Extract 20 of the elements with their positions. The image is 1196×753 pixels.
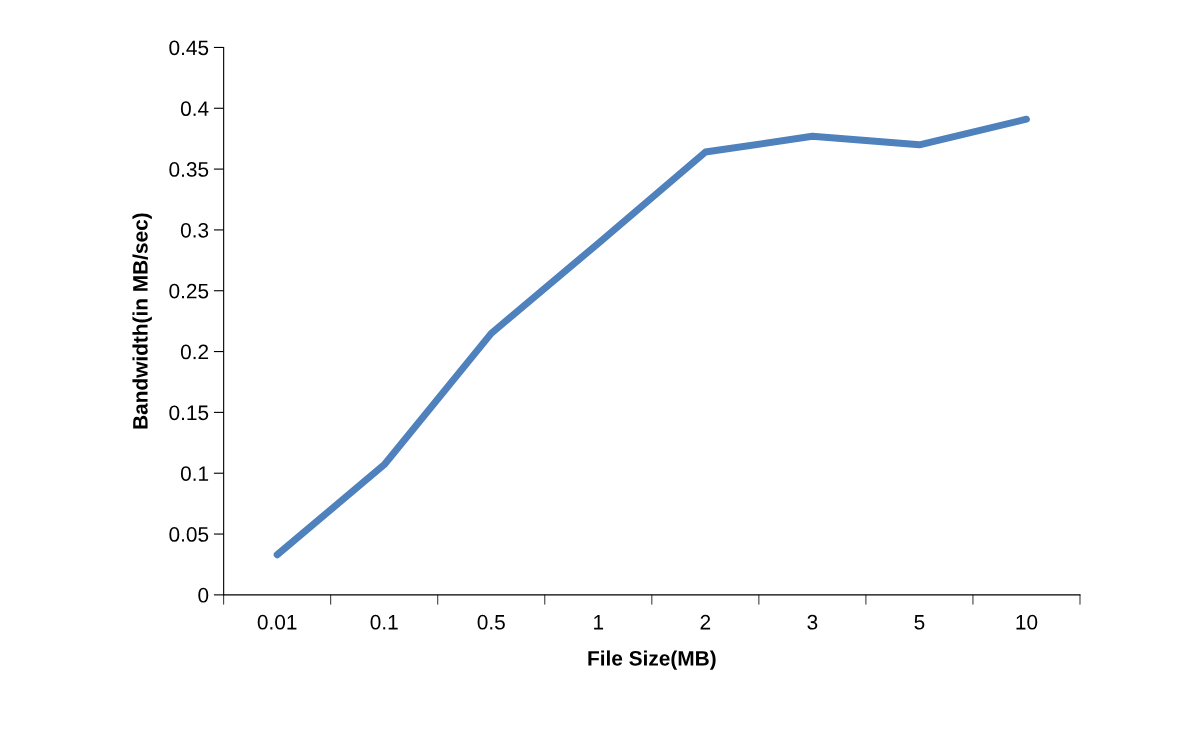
x-tick-label: 0.01 bbox=[257, 614, 297, 630]
y-tick-label: 0.25 bbox=[169, 283, 209, 299]
y-tick-label: 0.4 bbox=[180, 101, 209, 117]
y-tick-label: 0.15 bbox=[169, 405, 209, 421]
y-tick-label: 0.2 bbox=[180, 344, 209, 360]
x-tick-label: 10 bbox=[1016, 614, 1038, 630]
x-tick-label: 5 bbox=[914, 615, 925, 630]
x-tick-label: 3 bbox=[807, 614, 818, 630]
y-axis-title: Bandwidth(in MB/sec) bbox=[132, 213, 152, 429]
x-tick-label: 1 bbox=[594, 615, 604, 630]
x-tick-label: 0.1 bbox=[370, 614, 398, 630]
x-axis-title: File Size(MB) bbox=[588, 650, 716, 670]
y-tick-label: 0.3 bbox=[180, 222, 209, 238]
y-tick-label: 0.35 bbox=[169, 162, 209, 177]
y-tick-label: 0.45 bbox=[169, 40, 209, 56]
y-tick-label: 0 bbox=[198, 587, 209, 603]
x-tick-label: 2 bbox=[700, 614, 711, 630]
x-tick-label: 0.5 bbox=[477, 614, 505, 630]
y-tick-label: 0.1 bbox=[180, 466, 209, 481]
y-tick-label: 0.05 bbox=[169, 527, 209, 542]
